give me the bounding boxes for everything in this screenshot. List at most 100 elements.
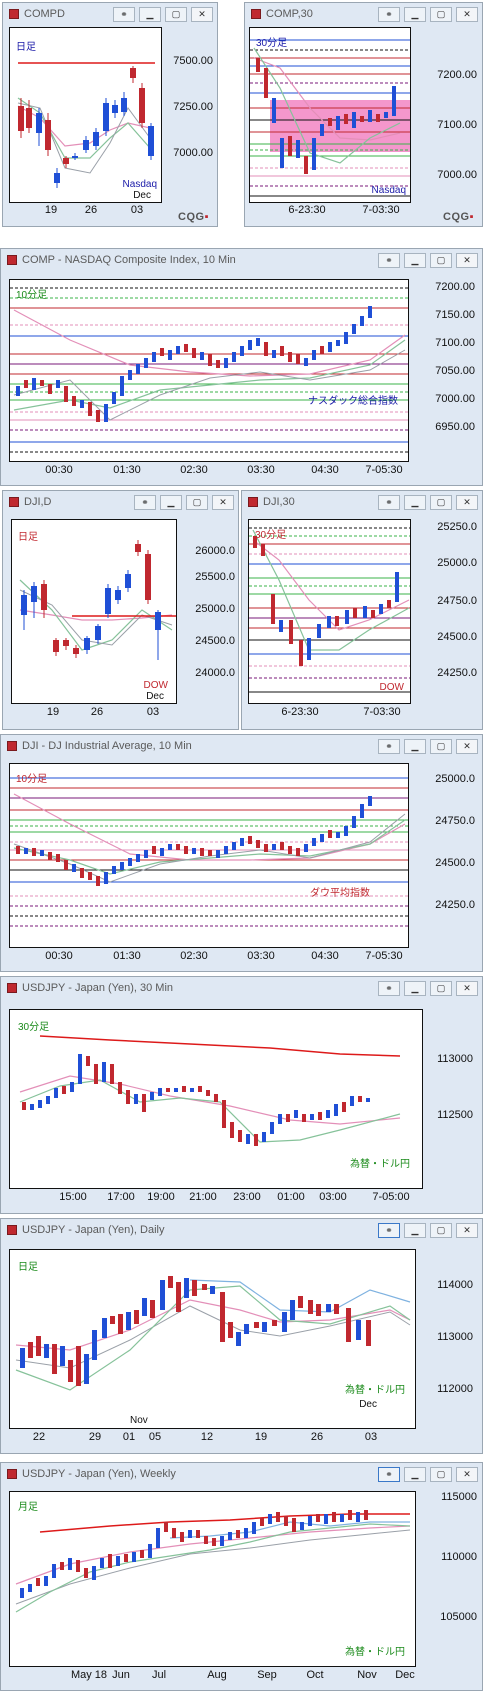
- minimize-icon[interactable]: ▁: [404, 494, 426, 510]
- cqg-app-icon: [7, 1469, 17, 1479]
- close-icon[interactable]: ✕: [456, 1222, 478, 1238]
- close-icon[interactable]: ✕: [456, 980, 478, 996]
- y-tick-label: 24250.0: [437, 667, 477, 679]
- link-icon[interactable]: ⚭: [134, 494, 156, 510]
- y-tick-label: 7000.00: [437, 169, 477, 181]
- window-titlebar[interactable]: DJI,D ⚭ ▁ ▢ ✕: [3, 491, 238, 513]
- y-tick-label: 105000: [440, 1611, 477, 1623]
- close-icon[interactable]: ✕: [456, 1466, 478, 1482]
- chart-plot-area[interactable]: 日足 為替・ドル円 Dec Nov: [9, 1249, 416, 1429]
- y-tick-label: 7100.00: [437, 119, 477, 131]
- maximize-icon[interactable]: ▢: [430, 738, 452, 754]
- minimize-icon[interactable]: ▁: [404, 1222, 426, 1238]
- x-tick-label: 19: [44, 204, 58, 216]
- link-icon[interactable]: ⚭: [378, 494, 400, 510]
- y-tick-label: 26000.0: [195, 545, 235, 557]
- chart-plot-area[interactable]: 日足 Nasdaq Dec: [9, 27, 162, 203]
- chart-plot-area[interactable]: 10分足 ダウ平均指数: [9, 763, 409, 948]
- chart-plot-area[interactable]: 月足 為替・ドル円: [9, 1491, 416, 1667]
- window-titlebar[interactable]: USDJPY - Japan (Yen), Daily ⚭ ▁ ▢ ✕: [1, 1219, 482, 1241]
- maximize-icon[interactable]: ▢: [430, 1222, 452, 1238]
- maximize-icon[interactable]: ▢: [430, 252, 452, 268]
- dji-10min-window: DJI - DJ Industrial Average, 10 Min ⚭ ▁ …: [0, 734, 483, 972]
- timeframe-label: 月足: [18, 1502, 38, 1513]
- chart-plot-area[interactable]: 30分足 DOW: [248, 519, 411, 704]
- minimize-icon[interactable]: ▁: [404, 1466, 426, 1482]
- y-tick-label: 25000.0: [437, 557, 477, 569]
- timeframe-label: 10分足: [16, 774, 48, 785]
- candlestick-chart: [250, 39, 410, 197]
- close-icon[interactable]: ✕: [191, 6, 213, 22]
- minimize-icon[interactable]: ▁: [139, 6, 161, 22]
- y-tick-label: 7100.00: [435, 337, 475, 349]
- maximize-icon[interactable]: ▢: [430, 494, 452, 510]
- window-titlebar[interactable]: DJI - DJ Industrial Average, 10 Min ⚭ ▁ …: [1, 735, 482, 757]
- x-tick-label: 22: [32, 1431, 46, 1443]
- link-icon[interactable]: ⚭: [378, 980, 400, 996]
- month-label: Dec: [359, 1399, 377, 1410]
- minimize-icon[interactable]: ▁: [404, 6, 426, 22]
- x-tick-label: 21:00: [189, 1191, 217, 1203]
- close-icon[interactable]: ✕: [456, 494, 478, 510]
- minimize-icon[interactable]: ▁: [404, 252, 426, 268]
- maximize-icon[interactable]: ▢: [430, 980, 452, 996]
- timeframe-label: 日足: [18, 1262, 38, 1273]
- x-axis-labels: 00:30 01:30 02:30 03:30 04:30 7-05:30: [9, 464, 409, 478]
- y-axis-labels: 25250.0 25000.0 24750.0 24500.0 24250.0: [413, 519, 477, 704]
- y-tick-label: 113000: [437, 1331, 473, 1343]
- close-icon[interactable]: ✕: [456, 738, 478, 754]
- minimize-icon[interactable]: ▁: [404, 738, 426, 754]
- cqg-app-icon: [7, 983, 17, 993]
- chart-plot-area[interactable]: 10分足 ナスダック総合指数: [9, 279, 409, 462]
- x-tick-label: Dec: [395, 1669, 415, 1681]
- y-tick-label: 24500.0: [435, 857, 475, 869]
- link-icon[interactable]: ⚭: [378, 1222, 400, 1238]
- window-title: DJI - DJ Industrial Average, 10 Min: [22, 740, 192, 752]
- y-tick-label: 7150.00: [435, 309, 475, 321]
- minimize-icon[interactable]: ▁: [160, 494, 182, 510]
- comp-10min-window: COMP - NASDAQ Composite Index, 10 Min ⚭ …: [0, 248, 483, 486]
- x-tick-label: 02:30: [180, 464, 208, 476]
- window-titlebar[interactable]: USDJPY - Japan (Yen), 30 Min ⚭ ▁ ▢ ✕: [1, 977, 482, 999]
- chart-plot-area[interactable]: 日足 DOW Dec: [11, 519, 177, 704]
- close-icon[interactable]: ✕: [456, 6, 478, 22]
- chart-plot-area[interactable]: 30分足 為替・ドル円: [9, 1009, 423, 1189]
- y-axis-labels: 7500.00 7250.00 7000.00: [163, 27, 213, 203]
- x-tick-label: 19: [46, 706, 60, 718]
- x-tick-label: 19:00: [147, 1191, 175, 1203]
- link-icon[interactable]: ⚭: [378, 738, 400, 754]
- comp-30min-window: COMP,30 ⚭ ▁ ▢ ✕: [244, 2, 483, 227]
- x-tick-label: 17:00: [107, 1191, 135, 1203]
- close-icon[interactable]: ✕: [456, 252, 478, 268]
- x-tick-label: 26: [90, 706, 104, 718]
- close-icon[interactable]: ✕: [212, 494, 234, 510]
- y-tick-label: 7200.00: [437, 69, 477, 81]
- maximize-icon[interactable]: ▢: [165, 6, 187, 22]
- window-titlebar[interactable]: USDJPY - Japan (Yen), Weekly ⚭ ▁ ▢ ✕: [1, 1463, 482, 1485]
- window-titlebar[interactable]: COMP,30 ⚭ ▁ ▢ ✕: [245, 3, 482, 25]
- candlestick-chart: [10, 287, 408, 453]
- minimize-icon[interactable]: ▁: [404, 980, 426, 996]
- window-titlebar[interactable]: COMPD ⚭ ▁ ▢ ✕: [3, 3, 217, 25]
- window-title: USDJPY - Japan (Yen), Daily: [22, 1224, 165, 1236]
- cqg-logo: CQG▪: [443, 211, 474, 223]
- chart-plot-area[interactable]: 30分足 Nasdaq: [249, 27, 411, 203]
- maximize-icon[interactable]: ▢: [430, 1466, 452, 1482]
- link-icon[interactable]: ⚭: [378, 252, 400, 268]
- maximize-icon[interactable]: ▢: [430, 6, 452, 22]
- window-title: DJI,30: [263, 496, 295, 508]
- y-tick-label: 7000.00: [435, 393, 475, 405]
- month-label: Dec: [146, 691, 164, 702]
- x-axis-labels: 22 29 01 05 12 19 26 03: [9, 1431, 416, 1445]
- y-tick-label: 6950.00: [435, 421, 475, 433]
- maximize-icon[interactable]: ▢: [186, 494, 208, 510]
- window-titlebar[interactable]: COMP - NASDAQ Composite Index, 10 Min ⚭ …: [1, 249, 482, 271]
- cqg-app-icon: [7, 255, 17, 265]
- x-tick-label: 7-05:00: [372, 1191, 410, 1203]
- link-icon[interactable]: ⚭: [113, 6, 135, 22]
- link-icon[interactable]: ⚭: [378, 1466, 400, 1482]
- cqg-app-icon: [9, 9, 19, 19]
- window-titlebar[interactable]: DJI,30 ⚭ ▁ ▢ ✕: [242, 491, 482, 513]
- link-icon[interactable]: ⚭: [378, 6, 400, 22]
- y-tick-label: 110000: [441, 1551, 477, 1563]
